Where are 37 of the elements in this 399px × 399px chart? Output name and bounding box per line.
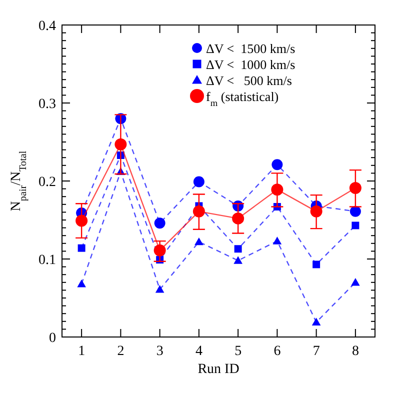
- y-tick-label: 0.1: [38, 252, 56, 268]
- point: [312, 260, 320, 268]
- x-tick-label: 3: [156, 344, 164, 359]
- point: [272, 236, 282, 244]
- point: [192, 205, 205, 218]
- point: [154, 218, 166, 229]
- point: [78, 244, 86, 252]
- point: [351, 278, 360, 286]
- x-tick-label: 5: [234, 344, 242, 359]
- legend-label: f$_{m}$ (statistical): [206, 89, 279, 109]
- point: [312, 318, 321, 326]
- y-tick-label: 0.2: [38, 174, 56, 190]
- point: [77, 280, 86, 288]
- point: [272, 159, 283, 170]
- point: [193, 176, 204, 188]
- y-tick-label: 0.3: [38, 96, 56, 112]
- x-tick-label: 2: [117, 344, 124, 359]
- point: [234, 256, 242, 264]
- point: [232, 212, 244, 224]
- legend-label: ΔV < 1000 km/s: [206, 57, 296, 72]
- point: [352, 222, 360, 230]
- x-tick-label: 1: [78, 344, 86, 359]
- point: [155, 285, 164, 293]
- point: [194, 237, 204, 246]
- point: [349, 182, 362, 194]
- y-tick-label: 0: [49, 330, 56, 346]
- legend-label: ΔV < 1500 km/s: [206, 41, 296, 56]
- point: [76, 214, 88, 227]
- x-tick-label: 7: [312, 344, 320, 359]
- y-tick-label: 0.4: [38, 18, 56, 34]
- legend-label: ΔV < 500 km/s: [206, 73, 292, 88]
- x-tick-label: 6: [274, 344, 281, 359]
- x-axis-title: Run ID: [198, 362, 240, 377]
- x-tick-label: 8: [352, 344, 359, 359]
- point: [234, 245, 242, 253]
- x-tick-label: 4: [195, 344, 202, 359]
- point: [350, 206, 361, 217]
